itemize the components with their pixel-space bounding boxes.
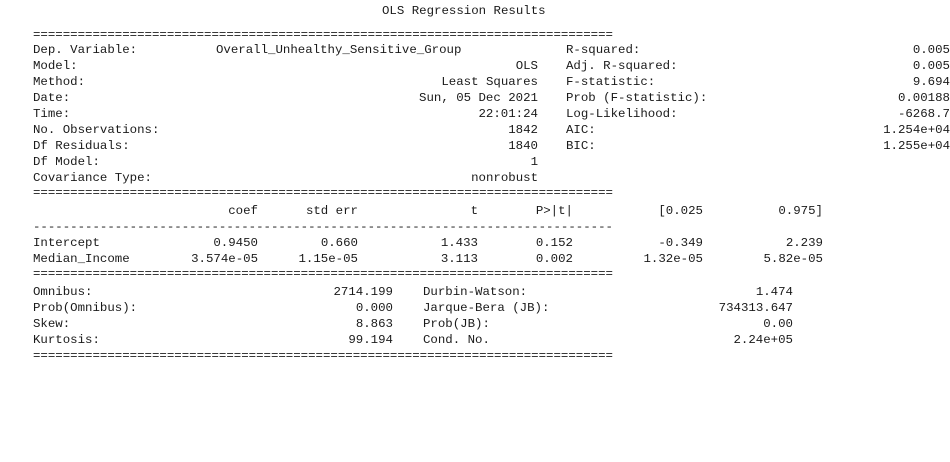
table-row: Median_Income 3.574e-05 1.15e-05 3.113 0… — [33, 252, 823, 268]
summary-value: 1842 — [508, 123, 538, 137]
diag-label: Jarque-Bera (JB): — [423, 301, 550, 315]
col-header-p-value: P>|t| — [535, 204, 573, 218]
diagnostics-row: Prob(Omnibus): 0.000 Jarque-Bera (JB): 7… — [33, 301, 793, 317]
ols-results-sheet: OLS Regression Results =================… — [33, 0, 950, 462]
row-name: Intercept — [33, 236, 100, 250]
summary-row: Df Residuals: 1840 BIC: 1.255e+04 — [33, 139, 950, 155]
summary-row: Time: 22:01:24 Log-Likelihood: -6268.7 — [33, 107, 950, 123]
cell-t: 1.433 — [440, 236, 478, 250]
cell-ci-lower: -0.349 — [658, 236, 703, 250]
bottom-double-rule: ========================================… — [33, 349, 613, 363]
summary-label: Covariance Type: — [33, 171, 152, 185]
col-header-ci-upper: 0.975] — [778, 204, 823, 218]
cell-ci-upper: 5.82e-05 — [763, 252, 824, 266]
diag-label: Cond. No. — [423, 333, 490, 347]
diag-label: Skew: — [33, 317, 71, 331]
coef-double-rule: ========================================… — [33, 267, 613, 281]
summary-row: Dep. Variable: Overall_Unhealthy_Sensiti… — [33, 43, 950, 59]
cell-ci-lower: 1.32e-05 — [643, 252, 704, 266]
summary-value: -6268.7 — [897, 107, 950, 121]
diag-label: Omnibus: — [33, 285, 93, 299]
summary-label: Log-Likelihood: — [566, 107, 678, 121]
diag-value: 0.00 — [763, 317, 793, 331]
summary-label: Model: — [33, 59, 78, 73]
cell-t: 3.113 — [440, 252, 478, 266]
diag-value: 2714.199 — [333, 285, 394, 299]
table-row: Intercept 0.9450 0.660 1.433 0.152 -0.34… — [33, 236, 823, 252]
diag-value: 734313.647 — [718, 301, 793, 315]
diag-label: Durbin-Watson: — [423, 285, 528, 299]
cell-p-value: 0.152 — [535, 236, 573, 250]
summary-value: Sun, 05 Dec 2021 — [419, 91, 538, 105]
summary-row: Df Model: 1 — [33, 155, 538, 171]
summary-label: AIC: — [566, 123, 596, 137]
summary-value: 0.005 — [912, 59, 950, 73]
summary-value: Least Squares — [441, 75, 538, 89]
summary-row: Method: Least Squares F-statistic: 9.694 — [33, 75, 950, 91]
summary-double-rule: ========================================… — [33, 186, 613, 200]
table-title: OLS Regression Results — [382, 4, 546, 18]
summary-value: 0.005 — [912, 43, 950, 57]
summary-label: Time: — [33, 107, 71, 121]
cell-std-err: 1.15e-05 — [298, 252, 359, 266]
diag-value: 0.000 — [355, 301, 393, 315]
summary-label: No. Observations: — [33, 123, 160, 137]
diag-value: 1.474 — [755, 285, 793, 299]
header-single-rule: ----------------------------------------… — [33, 220, 613, 234]
summary-value: 1840 — [508, 139, 538, 153]
col-header-t: t — [470, 204, 478, 218]
diag-value: 99.194 — [348, 333, 393, 347]
row-name: Median_Income — [33, 252, 130, 266]
cell-ci-upper: 2.239 — [785, 236, 823, 250]
cell-p-value: 0.002 — [535, 252, 573, 266]
diagnostics-row: Omnibus: 2714.199 Durbin-Watson: 1.474 — [33, 285, 793, 301]
cell-coef: 0.9450 — [213, 236, 258, 250]
diagnostics-row: Kurtosis: 99.194 Cond. No. 2.24e+05 — [33, 333, 793, 349]
summary-value: 22:01:24 — [478, 107, 539, 121]
summary-label: Date: — [33, 91, 71, 105]
summary-label: Dep. Variable: — [33, 43, 138, 57]
summary-value: 1.254e+04 — [883, 123, 950, 137]
summary-value: 1 — [530, 155, 538, 169]
summary-label: Adj. R-squared: — [566, 59, 678, 73]
summary-row: Covariance Type: nonrobust — [33, 171, 538, 187]
cell-std-err: 0.660 — [320, 236, 358, 250]
top-double-rule: ========================================… — [33, 28, 613, 42]
summary-value: nonrobust — [471, 171, 538, 185]
col-header-coef: coef — [228, 204, 258, 218]
diag-label: Prob(Omnibus): — [33, 301, 138, 315]
col-header-ci-lower: [0.025 — [658, 204, 703, 218]
summary-value: 9.694 — [912, 75, 950, 89]
diagnostics-row: Skew: 8.863 Prob(JB): 0.00 — [33, 317, 793, 333]
summary-label: Method: — [33, 75, 86, 89]
summary-label: R-squared: — [566, 43, 641, 57]
summary-value: 0.00188 — [897, 91, 950, 105]
diag-value: 8.863 — [355, 317, 393, 331]
summary-row: No. Observations: 1842 AIC: 1.254e+04 — [33, 123, 950, 139]
summary-label: BIC: — [566, 139, 596, 153]
summary-value: 1.255e+04 — [883, 139, 950, 153]
summary-label: Df Residuals: — [33, 139, 130, 153]
summary-value: OLS — [515, 59, 538, 73]
diag-value: 2.24e+05 — [733, 333, 794, 347]
cell-coef: 3.574e-05 — [191, 252, 258, 266]
summary-label: Prob (F-statistic): — [566, 91, 708, 105]
diag-label: Prob(JB): — [423, 317, 490, 331]
summary-value: Overall_Unhealthy_Sensitive_Group — [216, 43, 462, 57]
summary-row: Date: Sun, 05 Dec 2021 Prob (F-statistic… — [33, 91, 950, 107]
summary-label: F-statistic: — [566, 75, 656, 89]
diag-label: Kurtosis: — [33, 333, 100, 347]
coef-header-row: coef std err t P>|t| [0.025 0.975] — [33, 204, 823, 220]
summary-row: Model: OLS Adj. R-squared: 0.005 — [33, 59, 950, 75]
col-header-std-err: std err — [305, 204, 358, 218]
summary-label: Df Model: — [33, 155, 100, 169]
